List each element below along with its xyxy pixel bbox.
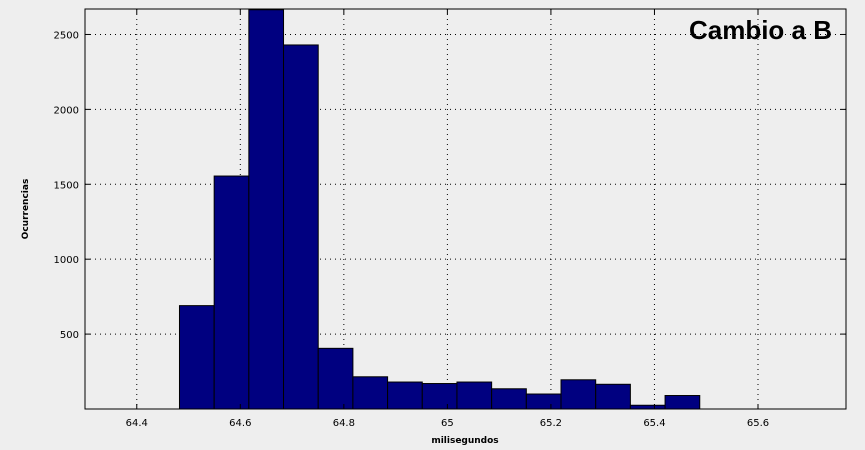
x-axis-label: milisegundos <box>431 436 498 446</box>
histogram-bar <box>283 44 319 410</box>
y-tick-label: 500 <box>60 330 79 341</box>
x-tick-label: 65.2 <box>540 418 562 429</box>
x-tick-label: 64.4 <box>126 418 148 429</box>
y-axis-ticks: 500 1000 1500 2000 2500 <box>54 30 846 341</box>
plot-frame <box>84 8 847 410</box>
chart-title: Cambio a B <box>689 15 832 45</box>
x-tick-label: 64.6 <box>229 418 251 429</box>
histogram-bar <box>421 383 458 410</box>
histogram-bar <box>178 305 215 410</box>
x-tick-label: 64.8 <box>333 418 355 429</box>
histogram-bar <box>525 393 562 410</box>
histogram-bar <box>248 9 285 410</box>
histogram-bar <box>560 379 597 410</box>
histogram-bar <box>213 175 250 410</box>
histogram-bar <box>352 376 389 410</box>
y-axis-label: Ocurrencias <box>21 179 31 240</box>
histogram-bar <box>317 347 354 410</box>
y-tick-label: 2500 <box>54 30 79 41</box>
y-tick-label: 2000 <box>54 105 79 116</box>
histogram-bar <box>595 383 631 410</box>
histogram-bar <box>456 381 493 410</box>
x-tick-label: 65.4 <box>643 418 665 429</box>
y-tick-label: 1000 <box>54 255 79 266</box>
x-tick-label: 65.6 <box>747 418 769 429</box>
y-tick-label: 1500 <box>54 180 79 191</box>
histogram-bar <box>387 381 423 410</box>
histogram-bar <box>629 404 666 410</box>
histogram-bar <box>664 395 701 410</box>
histogram-bar <box>491 388 527 410</box>
x-tick-label: 65 <box>441 418 454 429</box>
x-axis-ticks: 64.4 64.6 64.8 65 65.2 65.4 65.6 <box>126 9 769 429</box>
